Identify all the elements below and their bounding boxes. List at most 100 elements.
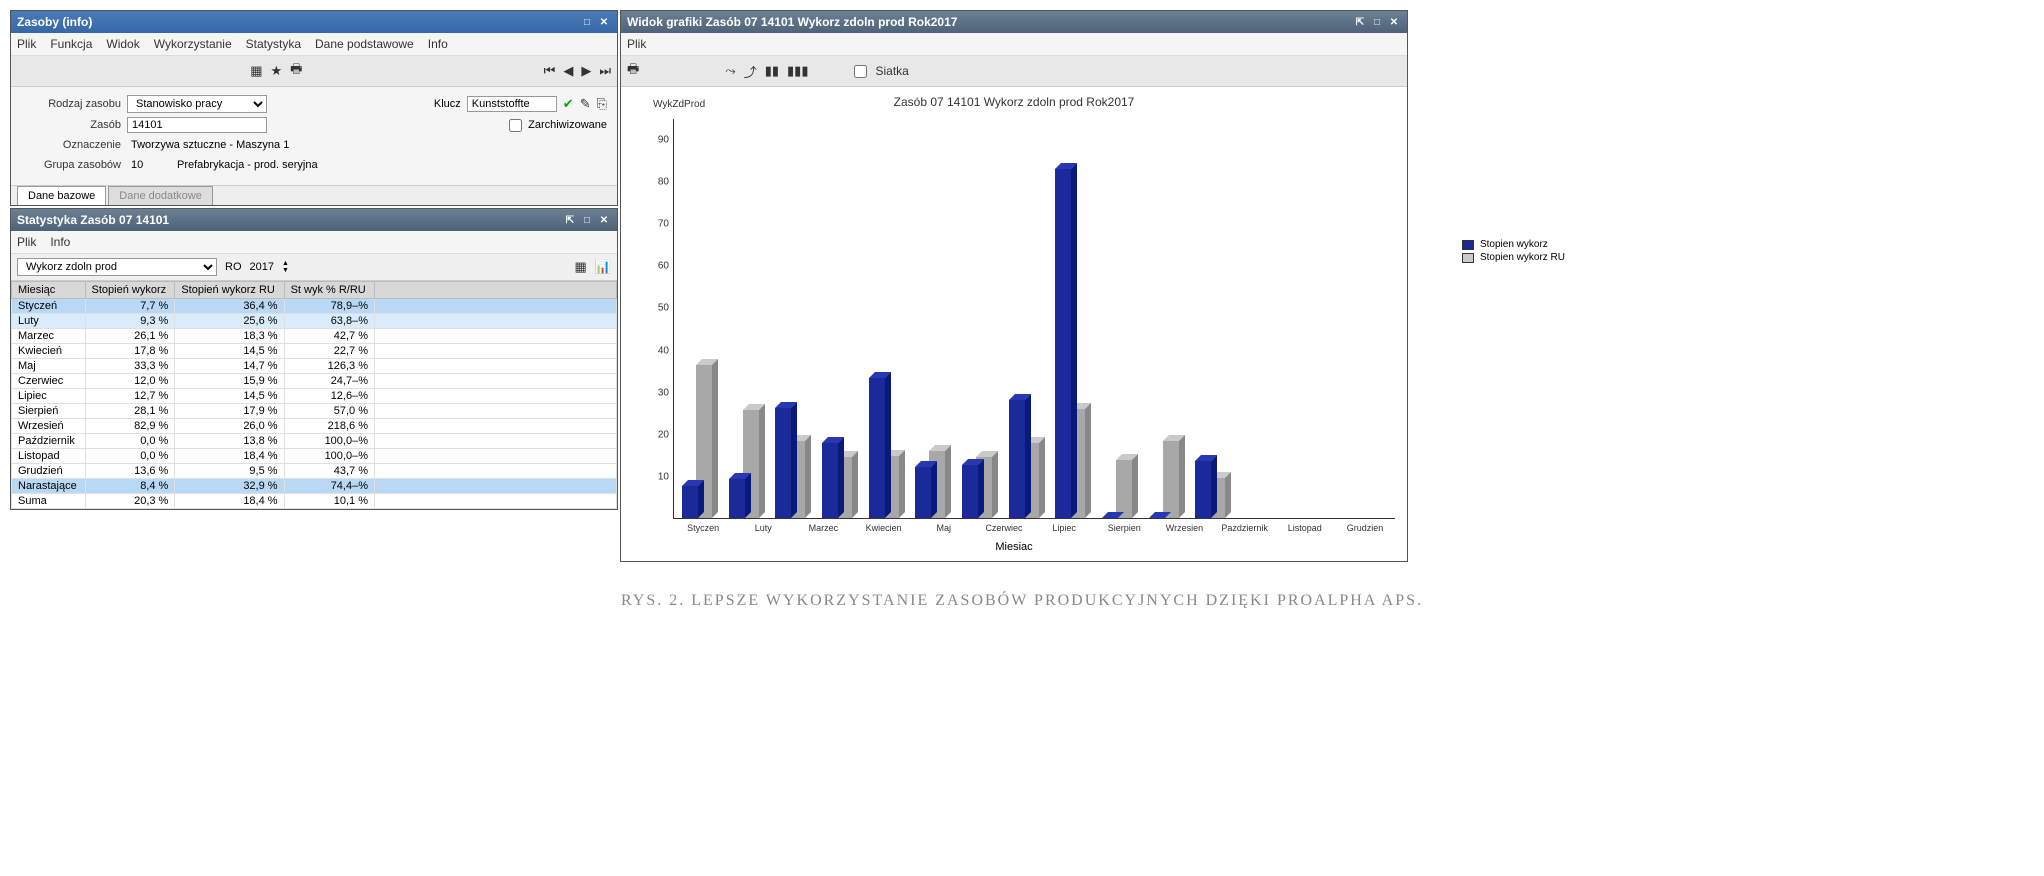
table-row[interactable]: Grudzień13,6 %9,5 %43,7 % [12, 464, 617, 479]
tab-dane-dodatkowe[interactable]: Dane dodatkowe [108, 186, 213, 205]
chart-type-4-icon[interactable]: ▮▮▮ [787, 63, 808, 79]
klucz-input[interactable] [467, 96, 557, 112]
bar-blue [869, 378, 885, 518]
workspace: Zasoby (info) □ ✕ Plik Funkcja Widok Wyk… [10, 10, 1575, 562]
table-row[interactable]: Październik0,0 %13,8 %100,0–% [12, 434, 617, 449]
chart-area: Zasób 07 14101 Wykorz zdoln prod Rok2017… [621, 87, 1407, 561]
chart-icon[interactable]: 📊 [595, 259, 611, 275]
y-tick-label: 90 [658, 135, 669, 146]
zasoby-form: Rodzaj zasobu Stanowisko pracy Klucz ✔ ✎… [11, 87, 617, 185]
grafika-toolbar: 🖶 ⤳ ⤴ ▮▮ ▮▮▮ Siatka [621, 56, 1407, 87]
maximize-icon[interactable]: □ [580, 15, 594, 29]
siatka-checkbox[interactable] [854, 65, 867, 78]
y-axis-label: WykZdProd [653, 99, 705, 110]
x-tick-label: Pazdziernik [1215, 523, 1275, 533]
grafika-titlebar[interactable]: Widok grafiki Zasób 07 14101 Wykorz zdol… [621, 11, 1407, 33]
close-icon[interactable]: ✕ [597, 213, 611, 227]
x-tick-label: Luty [733, 523, 793, 533]
nav-next-icon[interactable]: ▶ [581, 63, 591, 79]
tab-dane-bazowe[interactable]: Dane bazowe [17, 186, 106, 205]
calendar-icon[interactable]: ▦ [250, 63, 262, 79]
zasoby-titlebar[interactable]: Zasoby (info) □ ✕ [11, 11, 617, 33]
nav-prev-icon[interactable]: ◀ [563, 63, 573, 79]
oznaczenie-label: Oznaczenie [21, 139, 121, 151]
menu-plik[interactable]: Plik [627, 37, 646, 51]
table-row[interactable]: Narastające8,4 %32,9 %74,4–% [12, 479, 617, 494]
pin-icon[interactable]: ⇱ [1353, 15, 1367, 29]
left-column: Zasoby (info) □ ✕ Plik Funkcja Widok Wyk… [10, 10, 618, 562]
close-icon[interactable]: ✕ [1387, 15, 1401, 29]
bar-blue [729, 479, 745, 518]
maximize-icon[interactable]: □ [1370, 15, 1384, 29]
y-tick-label: 50 [658, 303, 669, 314]
col-stopien-wykorz-ru[interactable]: Stopień wykorz RU [175, 282, 284, 299]
edit-icon[interactable]: ✎ [580, 96, 591, 112]
col-stopien-wykorz[interactable]: Stopień wykorz [85, 282, 175, 299]
col-st-wyk-rru[interactable]: St wyk % R/RU [284, 282, 374, 299]
maximize-icon[interactable]: □ [580, 213, 594, 227]
table-row[interactable]: Maj33,3 %14,7 %126,3 % [12, 359, 617, 374]
legend-label-2: Stopien wykorz RU [1480, 252, 1565, 263]
x-tick-label: Maj [914, 523, 974, 533]
chart-type-1-icon[interactable]: ⤳ [725, 63, 735, 79]
table-row[interactable]: Marzec26,1 %18,3 %42,7 % [12, 329, 617, 344]
zasob-input[interactable] [127, 117, 267, 133]
menu-plik[interactable]: Plik [17, 235, 36, 249]
menu-info[interactable]: Info [428, 37, 448, 51]
bar-blue [915, 467, 931, 518]
x-tick-label: Styczen [673, 523, 733, 533]
close-icon[interactable]: ✕ [597, 15, 611, 29]
nav-first-icon[interactable]: ⏮ [544, 63, 556, 79]
y-axis: WykZdProd 102030405060708090 [633, 119, 673, 519]
legend-item: Stopien wykorz [1462, 239, 1565, 250]
rodzaj-select[interactable]: Stanowisko pracy [127, 95, 267, 113]
menu-widok[interactable]: Widok [106, 37, 139, 51]
menu-wykorzystanie[interactable]: Wykorzystanie [154, 37, 232, 51]
table-row[interactable]: Styczeń7,7 %36,4 %78,9–% [12, 299, 617, 314]
chart-type-3-icon[interactable]: ▮▮ [765, 63, 779, 79]
table-row[interactable]: Luty9,3 %25,6 %63,8–% [12, 314, 617, 329]
nav-last-icon[interactable]: ⏭ [599, 63, 611, 79]
menu-dane-podstawowe[interactable]: Dane podstawowe [315, 37, 414, 51]
statystyka-window: Statystyka Zasób 07 14101 ⇱ □ ✕ Plik Inf… [10, 208, 618, 510]
zasoby-menubar: Plik Funkcja Widok Wykorzystanie Statyst… [11, 33, 617, 56]
pin-icon[interactable]: ⇱ [563, 213, 577, 227]
table-row[interactable]: Kwiecień17,8 %14,5 %22,7 % [12, 344, 617, 359]
chart-title: Zasób 07 14101 Wykorz zdoln prod Rok2017 [633, 95, 1395, 109]
y-tick-label: 70 [658, 219, 669, 230]
print-icon[interactable]: 🖶 [290, 60, 302, 82]
menu-funkcja[interactable]: Funkcja [50, 37, 92, 51]
table-row[interactable]: Suma20,3 %18,4 %10,1 % [12, 494, 617, 509]
x-tick-label: Czerwiec [974, 523, 1034, 533]
print-icon[interactable]: 🖶 [627, 60, 639, 82]
table-row[interactable]: Listopad0,0 %18,4 %100,0–% [12, 449, 617, 464]
metric-select[interactable]: Wykorz zdoln prod [17, 258, 217, 276]
grupa-num: 10 [127, 157, 167, 173]
zasoby-toolbar: ▦ ★ 🖶 ⏮ ◀ ▶ ⏭ [11, 56, 617, 87]
grafika-menubar: Plik [621, 33, 1407, 56]
table-row[interactable]: Czerwiec12,0 %15,9 %24,7–% [12, 374, 617, 389]
year-down-icon[interactable]: ▼ [282, 267, 289, 274]
copy-icon[interactable]: ⎘ [597, 96, 607, 112]
right-column: Widok grafiki Zasób 07 14101 Wykorz zdol… [620, 10, 1408, 562]
table-row[interactable]: Wrzesień82,9 %26,0 %218,6 % [12, 419, 617, 434]
zasoby-window: Zasoby (info) □ ✕ Plik Funkcja Widok Wyk… [10, 10, 618, 206]
check-icon[interactable]: ✔ [563, 96, 574, 112]
table-icon[interactable]: ▦ [575, 259, 587, 275]
menu-statystyka[interactable]: Statystyka [246, 37, 301, 51]
table-row[interactable]: Sierpień28,1 %17,9 %57,0 % [12, 404, 617, 419]
oznaczenie-value: Tworzywa sztuczne - Maszyna 1 [127, 137, 293, 153]
year-up-icon[interactable]: ▲ [282, 260, 289, 267]
bar-blue [775, 408, 791, 518]
chart-type-2-icon[interactable]: ⤴ [744, 62, 757, 81]
menu-plik[interactable]: Plik [17, 37, 36, 51]
klucz-label: Klucz [434, 98, 461, 110]
legend-swatch-blue [1462, 240, 1474, 250]
statystyka-titlebar[interactable]: Statystyka Zasób 07 14101 ⇱ □ ✕ [11, 209, 617, 231]
col-miesiac[interactable]: Miesiąc [12, 282, 86, 299]
zarchiwizowane-checkbox[interactable] [509, 119, 522, 132]
star-icon[interactable]: ★ [270, 63, 282, 79]
bar-blue [962, 465, 978, 518]
menu-info[interactable]: Info [50, 235, 70, 249]
table-row[interactable]: Lipiec12,7 %14,5 %12,6–% [12, 389, 617, 404]
